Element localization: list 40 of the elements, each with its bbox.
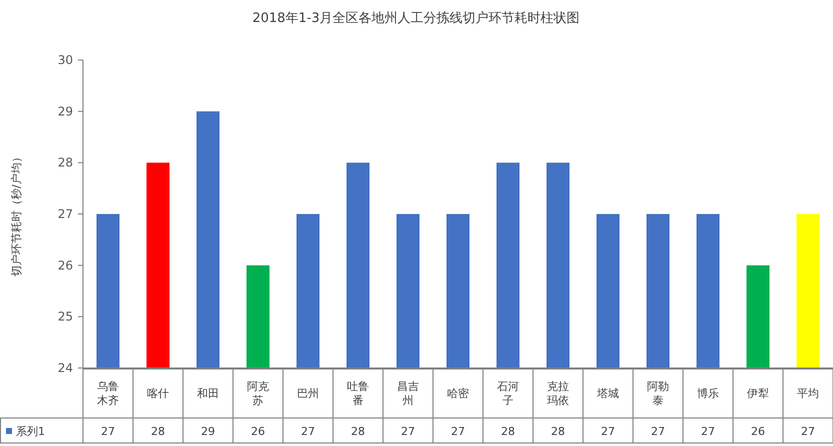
data-label: 28 bbox=[551, 425, 565, 438]
x-tick-label: 昌吉州 bbox=[397, 380, 419, 407]
x-tick-label: 吐鲁番 bbox=[347, 380, 369, 407]
y-tick-label: 28 bbox=[58, 156, 73, 170]
x-tick-label: 伊犁 bbox=[747, 387, 769, 400]
x-tick-label: 石河子 bbox=[497, 380, 519, 407]
y-tick-label: 27 bbox=[58, 207, 73, 221]
data-label: 28 bbox=[501, 425, 515, 438]
x-tick-label: 喀什 bbox=[147, 387, 169, 400]
x-tick-label: 博乐 bbox=[697, 387, 719, 400]
data-label: 27 bbox=[301, 425, 315, 438]
x-tick-label: 和田 bbox=[197, 387, 219, 400]
y-tick-label: 25 bbox=[58, 310, 73, 324]
data-label: 26 bbox=[251, 425, 265, 438]
y-tick-label: 24 bbox=[58, 361, 73, 375]
data-label: 27 bbox=[601, 425, 615, 438]
x-tick-label: 巴州 bbox=[297, 387, 319, 400]
data-label: 27 bbox=[401, 425, 415, 438]
data-label: 27 bbox=[801, 425, 815, 438]
data-label: 26 bbox=[751, 425, 765, 438]
y-axis-title: 切户环节耗时（秒/户均） bbox=[10, 152, 23, 276]
data-label: 27 bbox=[701, 425, 715, 438]
legend-label: 系列1 bbox=[16, 425, 45, 438]
data-label: 28 bbox=[351, 425, 365, 438]
data-label: 27 bbox=[101, 425, 115, 438]
data-label: 27 bbox=[651, 425, 665, 438]
data-label: 29 bbox=[201, 425, 215, 438]
x-tick-label: 塔城 bbox=[596, 387, 619, 400]
y-tick-label: 30 bbox=[58, 53, 73, 67]
x-tick-label: 克拉玛依 bbox=[547, 380, 569, 407]
data-label: 27 bbox=[451, 425, 465, 438]
x-tick-label: 平均 bbox=[797, 387, 819, 400]
x-tick-label: 乌鲁木齐 bbox=[97, 380, 119, 407]
x-tick-label: 阿克苏 bbox=[247, 380, 269, 407]
x-tick-label: 阿勒泰 bbox=[647, 380, 669, 407]
chart-title: 2018年1-3月全区各地州人工分拣线切户环节耗时柱状图 bbox=[252, 11, 580, 26]
y-tick-label: 29 bbox=[58, 104, 73, 118]
data-label: 28 bbox=[151, 425, 165, 438]
x-tick-label: 哈密 bbox=[447, 387, 469, 400]
y-tick-label: 26 bbox=[58, 258, 73, 272]
